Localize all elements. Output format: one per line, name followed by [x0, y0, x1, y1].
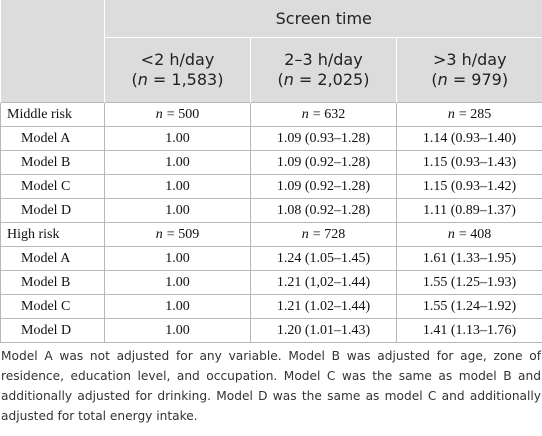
estimate-cell: 1.09 (0.93–1.28): [250, 126, 397, 151]
column-sample: (n = 2,025): [252, 70, 395, 90]
count-var: n: [447, 226, 455, 242]
table-body: Middle risk n = 500 n = 632 n = 285 Model A 1.00…: [0, 102, 542, 343]
estimate-cell: 1.15 (0.93–1.43): [395, 150, 542, 175]
sample-value: = 2,025): [298, 70, 370, 89]
count-value: = 285: [458, 106, 492, 122]
estimate-cell: 1.00: [104, 174, 251, 199]
column-label: 2–3 h/day: [284, 50, 363, 69]
table-header: Screen time <2 h/day (n = 1,583) 2–3 h/day (n…: [0, 0, 542, 103]
model-row: Model B 1.00 1.09 (0.92–1.28) 1.15 (0.93–1.…: [0, 150, 542, 175]
model-row: Model D 1.00 1.20 (1.01–1.43) 1.41 (1.13–1.…: [0, 318, 542, 343]
sample-var: n: [437, 70, 448, 89]
estimate-cell: 1.00: [104, 294, 251, 319]
model-row: Model A 1.00 1.09 (0.93–1.28) 1.14 (0.93–1.…: [0, 126, 542, 151]
count-cell: n = 285: [395, 102, 542, 127]
count-cell: n = 500: [104, 102, 251, 127]
group-header: Screen time: [103, 0, 542, 38]
estimate-cell: 1.00: [104, 246, 251, 271]
estimate-cell: 1.00: [104, 270, 251, 295]
column-sample: (n = 979): [398, 70, 542, 90]
estimate-cell: 1.00: [104, 150, 251, 175]
sample-value: = 1,583): [152, 70, 224, 89]
count-cell: n = 632: [250, 102, 397, 127]
estimate-cell: 1.08 (0.92–1.28): [250, 198, 397, 223]
column-label: >3 h/day: [432, 50, 507, 69]
estimate-cell: 1.55 (1.24–1.92): [395, 294, 542, 319]
sample-open: (: [431, 70, 438, 89]
estimate-cell: 1.15 (0.93–1.42): [395, 174, 542, 199]
estimate-cell: 1.21 (1.02–1.44): [250, 294, 397, 319]
model-label: Model D: [0, 318, 105, 343]
count-var: n: [155, 226, 163, 242]
count-var: n: [447, 106, 455, 122]
model-row: Model D 1.00 1.08 (0.92–1.28) 1.11 (0.89–1.…: [0, 198, 542, 223]
count-var: n: [301, 106, 309, 122]
sample-open: (: [277, 70, 284, 89]
model-row: Model A 1.00 1.24 (1.05–1.45) 1.61 (1.33–1.…: [0, 246, 542, 271]
section-row: High risk n = 509 n = 728 n = 408: [0, 222, 542, 247]
estimate-cell: 1.41 (1.13–1.76): [395, 318, 542, 343]
column-sample: (n = 1,583): [106, 70, 249, 90]
estimate-cell: 1.21 (1,02–1.44): [250, 270, 397, 295]
count-var: n: [155, 106, 163, 122]
count-cell: n = 728: [250, 222, 397, 247]
count-value: = 408: [458, 226, 492, 242]
corner-cell: [0, 0, 105, 103]
header-row: Screen time: [0, 0, 542, 103]
estimate-cell: 1.61 (1.33–1.95): [395, 246, 542, 271]
column-header: 2–3 h/day (n = 2,025): [250, 37, 397, 103]
sample-value: = 979): [452, 70, 509, 89]
section-label: High risk: [0, 222, 105, 247]
count-value: = 500: [166, 106, 200, 122]
count-var: n: [301, 226, 309, 242]
count-value: = 728: [312, 226, 346, 242]
column-header: <2 h/day (n = 1,583): [104, 37, 251, 103]
model-row: Model B 1.00 1.21 (1,02–1.44) 1.55 (1.25–1.…: [0, 270, 542, 295]
estimate-cell: 1.24 (1.05–1.45): [250, 246, 397, 271]
sample-var: n: [283, 70, 294, 89]
estimate-cell: 1.09 (0.92–1.28): [250, 174, 397, 199]
count-cell: n = 509: [104, 222, 251, 247]
model-label: Model C: [0, 174, 105, 199]
column-header: >3 h/day (n = 979): [395, 37, 542, 103]
column-label: <2 h/day: [140, 50, 215, 69]
section-row: Middle risk n = 500 n = 632 n = 285: [0, 102, 542, 127]
model-label: Model B: [0, 270, 105, 295]
model-label: Model B: [0, 150, 105, 175]
count-value: = 509: [166, 226, 200, 242]
section-label: Middle risk: [0, 102, 105, 127]
estimate-cell: 1.20 (1.01–1.43): [250, 318, 397, 343]
model-label: Model D: [0, 198, 105, 223]
model-row: Model C 1.00 1.09 (0.92–1.28) 1.15 (0.93–1.…: [0, 174, 542, 199]
footnote: Model A was not adjusted for any variabl…: [1, 349, 541, 423]
model-row: Model C 1.00 1.21 (1.02–1.44) 1.55 (1.24–1.…: [0, 294, 542, 319]
model-label: Model C: [0, 294, 105, 319]
sample-var: n: [137, 70, 148, 89]
estimate-cell: 1.09 (0.92–1.28): [250, 150, 397, 175]
sample-open: (: [131, 70, 138, 89]
model-label: Model A: [0, 126, 105, 151]
estimate-cell: 1.11 (0.89–1.37): [395, 198, 542, 223]
results-table: Screen time <2 h/day (n = 1,583) 2–3 h/day (n…: [0, 0, 542, 343]
estimate-cell: 1.14 (0.93–1.40): [395, 126, 542, 151]
estimate-cell: 1.55 (1.25–1.93): [395, 270, 542, 295]
estimate-cell: 1.00: [104, 126, 251, 151]
count-value: = 632: [312, 106, 346, 122]
model-label: Model A: [0, 246, 105, 271]
header-row: <2 h/day (n = 1,583) 2–3 h/day (n = 2,025) >3 …: [1, 37, 542, 103]
estimate-cell: 1.00: [104, 198, 251, 223]
estimate-cell: 1.00: [104, 318, 251, 343]
count-cell: n = 408: [395, 222, 542, 247]
